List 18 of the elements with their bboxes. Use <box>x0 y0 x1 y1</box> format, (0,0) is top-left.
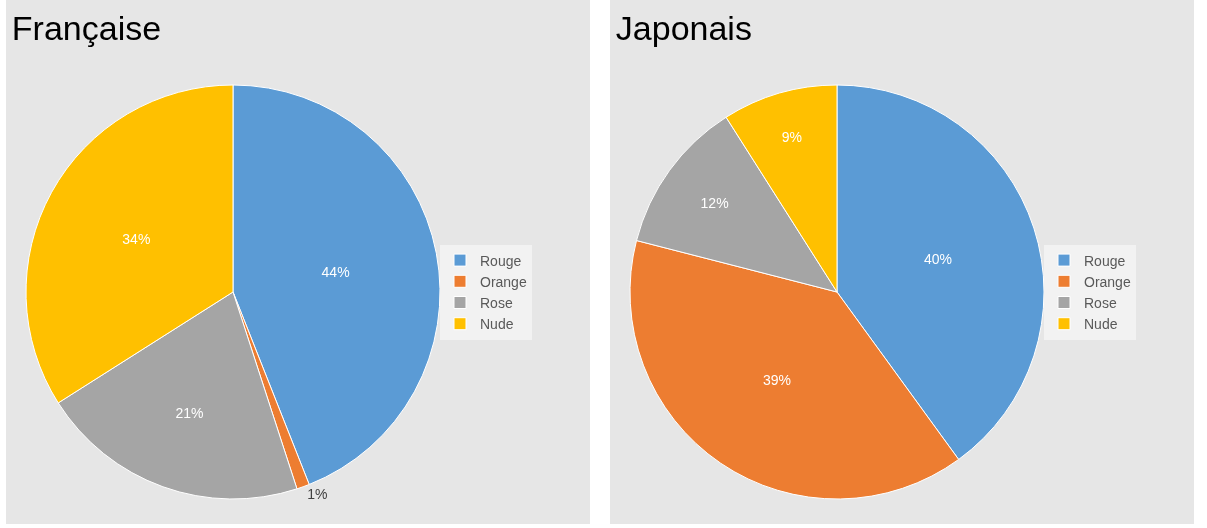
data-label: 44% <box>321 264 350 281</box>
legend-label: Orange <box>480 273 527 290</box>
data-label: 34% <box>122 230 151 247</box>
legend-label: Orange <box>1084 273 1131 290</box>
legend-label: Rose <box>1084 294 1117 311</box>
chart-title: Française <box>11 8 162 47</box>
data-label: 21% <box>175 404 204 421</box>
chart-title: Japonais <box>615 8 752 47</box>
data-label: 39% <box>763 372 792 389</box>
legend-label: Rouge <box>1084 252 1126 269</box>
data-label: 40% <box>923 251 952 268</box>
legend-label: Nude <box>1084 316 1118 333</box>
legend-label: Nude <box>480 316 514 333</box>
data-label: 12% <box>700 195 729 212</box>
data-label: 9% <box>781 128 802 145</box>
legend-label: Rouge <box>480 252 522 269</box>
legend-label: Rose <box>480 294 513 311</box>
data-label: 1% <box>307 485 328 502</box>
